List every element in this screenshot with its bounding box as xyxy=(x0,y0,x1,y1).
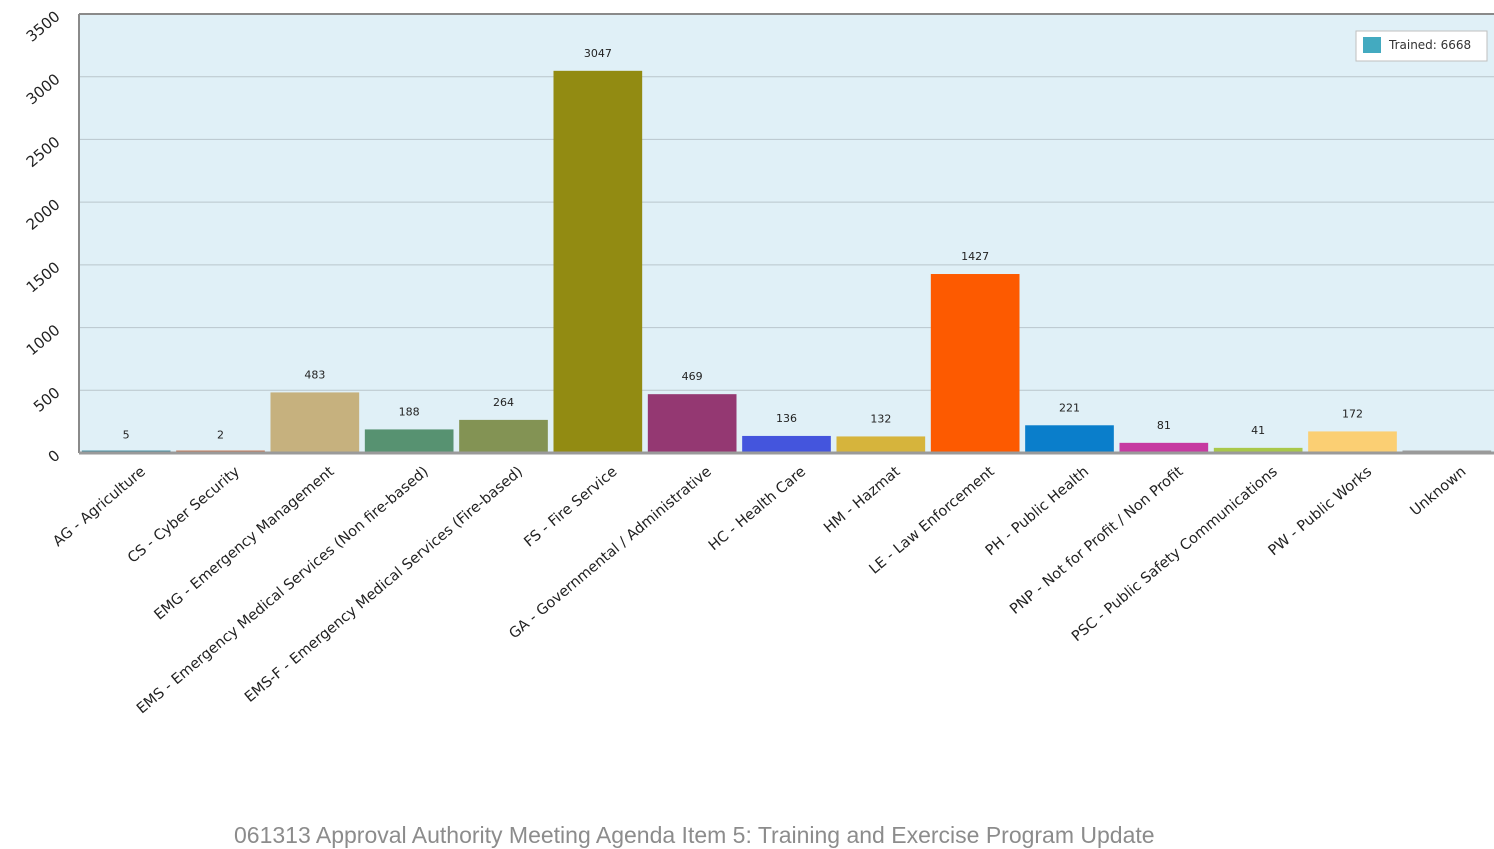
y-tick-label: 1000 xyxy=(23,321,64,359)
value-label: 136 xyxy=(776,412,797,425)
value-label: 221 xyxy=(1059,401,1080,414)
bar xyxy=(836,436,926,453)
x-tick-label: Unknown xyxy=(1408,464,1470,520)
bar xyxy=(1119,442,1209,453)
x-tick-label: GA - Governmental / Administrative xyxy=(506,464,714,643)
value-label: 469 xyxy=(682,370,703,383)
value-label: 132 xyxy=(870,412,891,425)
bar xyxy=(1025,425,1114,453)
bar xyxy=(270,392,360,453)
value-label: 2 xyxy=(217,429,224,442)
bar xyxy=(459,419,548,453)
value-labels: 5 2 483 188 264 3047 469 136 132 1427 221 81 41 172 xyxy=(123,47,1363,442)
x-tick-label: PH - Public Health xyxy=(983,464,1092,559)
legend-swatch xyxy=(1363,37,1381,53)
x-tick-label: HM - Hazmat xyxy=(821,464,904,537)
legend: Trained: 6668 xyxy=(1355,30,1488,62)
x-tick-label: EMG - Emergency Management xyxy=(151,464,337,624)
value-label: 41 xyxy=(1251,424,1265,437)
x-tick-label: PSC - Public Safety Communications xyxy=(1069,464,1281,645)
y-tick-label: 2000 xyxy=(23,195,64,233)
value-label: 172 xyxy=(1342,407,1363,420)
bar xyxy=(1308,431,1397,453)
value-label: 483 xyxy=(304,368,325,381)
bar xyxy=(364,429,454,453)
bars xyxy=(81,70,1492,453)
y-tick-label: 3000 xyxy=(23,70,64,108)
value-label: 264 xyxy=(493,396,514,409)
value-label: 3047 xyxy=(584,47,612,60)
x-tick-label: AG - Agriculture xyxy=(50,464,149,550)
value-label: 188 xyxy=(399,405,420,418)
value-label: 1427 xyxy=(961,250,989,263)
x-tick-label: PNP - Not for Profit / Non Profit xyxy=(1007,464,1187,618)
y-axis-ticks: 0 500 1000 1500 2000 2500 3000 3500 xyxy=(23,7,64,466)
legend-label: Trained: 6668 xyxy=(1388,38,1471,52)
bar xyxy=(553,70,643,453)
y-tick-label: 2500 xyxy=(23,133,64,171)
footer-caption: 061313 Approval Authority Meeting Agenda… xyxy=(234,822,1155,848)
value-label: 5 xyxy=(123,428,130,441)
y-tick-label: 3500 xyxy=(23,7,64,45)
x-tick-label: FS - Fire Service xyxy=(521,464,620,551)
x-tick-label: PW - Public Works xyxy=(1266,464,1375,559)
y-tick-label: 1500 xyxy=(23,258,64,296)
bar xyxy=(1213,447,1303,453)
value-label: 81 xyxy=(1157,419,1171,432)
y-tick-label: 0 xyxy=(45,446,64,466)
y-tick-label: 500 xyxy=(30,384,64,416)
bar xyxy=(742,435,831,453)
bar xyxy=(930,274,1020,453)
x-tick-label: HC - Health Care xyxy=(706,464,809,554)
plot-area xyxy=(79,14,1494,453)
bar xyxy=(647,394,737,453)
